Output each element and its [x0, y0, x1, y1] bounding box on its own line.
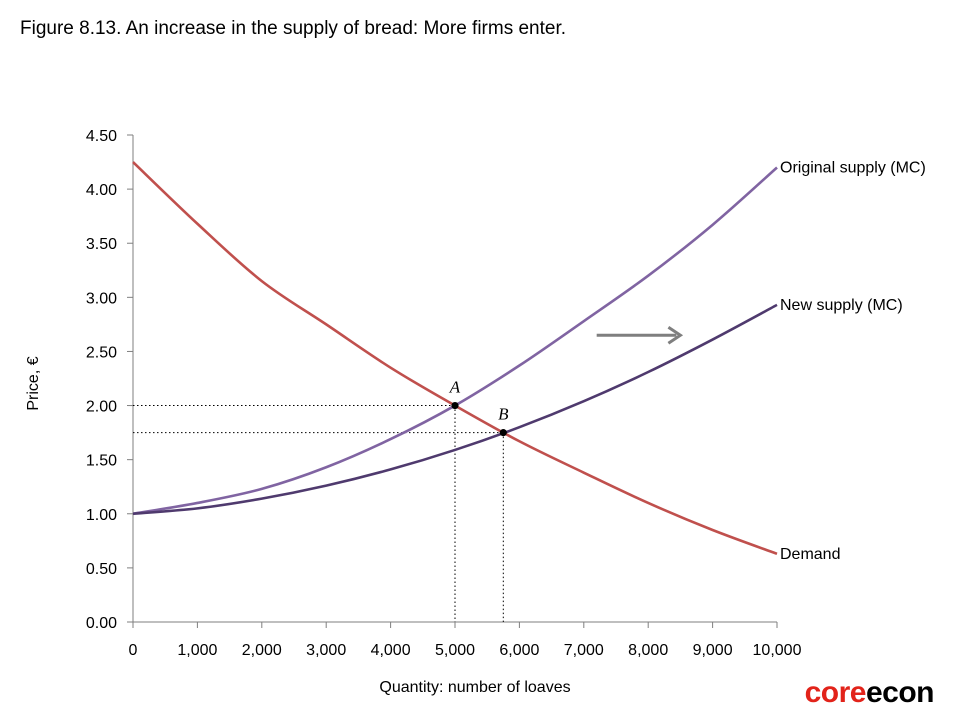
y-tick-label: 2.00	[86, 399, 117, 416]
shift-arrow-head	[667, 325, 684, 345]
x-axis-title: Quantity: number of loaves	[379, 679, 570, 696]
y-tick-label: 1.00	[86, 507, 117, 524]
point-label-b: B	[498, 405, 509, 424]
series-label-new-supply: New supply (MC)	[780, 297, 903, 314]
x-tick-label: 9,000	[693, 642, 733, 659]
point-b	[499, 429, 507, 437]
x-tick-label: 1,000	[177, 642, 217, 659]
series-label-original-supply: Original supply (MC)	[780, 159, 926, 176]
coreecon-logo: coreecon	[804, 676, 935, 710]
x-tick-label: 4,000	[371, 642, 411, 659]
curves	[132, 161, 778, 556]
x-tick-label: 3,000	[306, 642, 346, 659]
labels: Original supply (MC) New supply (MC) Deman…	[449, 159, 926, 562]
y-tick-label: 0.00	[86, 615, 117, 632]
x-tick-label: 10,000	[753, 642, 802, 659]
y-tick-label: 3.00	[86, 290, 117, 307]
brand-part1: core	[804, 676, 867, 709]
axes: 0.00 0.50 1.00 1.50 2.00 2.50 3.00 3.50 4.00 4.50…	[25, 128, 802, 696]
y-tick-label: 0.50	[86, 561, 117, 578]
y-tick-label: 4.00	[86, 182, 117, 199]
point-label-a: A	[449, 378, 461, 397]
point-a	[451, 401, 459, 410]
y-tick-label: 3.50	[86, 236, 117, 253]
y-axis-title: Price, €	[25, 356, 42, 410]
points	[451, 325, 684, 437]
y-tick-label: 4.50	[86, 128, 117, 145]
y-tick-label: 2.50	[86, 344, 117, 361]
series-label-demand: Demand	[780, 546, 840, 563]
x-tick-label: 8,000	[628, 642, 668, 659]
series-line-new-supply	[132, 303, 778, 516]
x-tick-label: 7,000	[564, 642, 604, 659]
x-tick-label: 2,000	[242, 642, 282, 659]
x-tick-label: 6,000	[499, 642, 539, 659]
brand-part2: econ	[865, 676, 935, 709]
figure-title: Figure 8.13. An increase in the supply o…	[20, 18, 567, 39]
guide-lines	[133, 405, 504, 622]
series-line-demand	[132, 161, 778, 556]
x-tick-label: 0	[129, 642, 138, 659]
y-tick-label: 1.50	[86, 453, 117, 470]
x-tick-label: 5,000	[435, 642, 475, 659]
